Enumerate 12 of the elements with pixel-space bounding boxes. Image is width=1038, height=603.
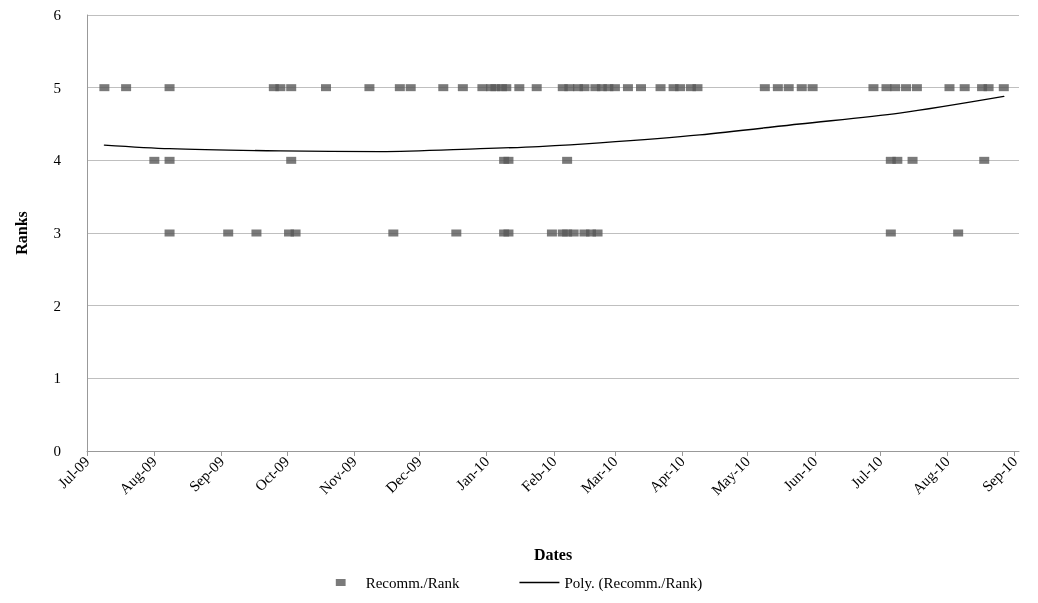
y-tick-label: 1	[53, 370, 61, 387]
legend-label: Poly. (Recomm./Rank)	[564, 574, 703, 592]
line-series	[103, 95, 1005, 153]
y-tick-label: 3	[53, 225, 61, 241]
y-tick-label: 2	[53, 297, 61, 314]
y-tick-label: 6	[53, 7, 62, 23]
y-tick-label: 0	[53, 443, 61, 459]
legend-label: Recomm./Rank	[365, 574, 460, 591]
y-axis-title: Ranks	[12, 211, 30, 255]
y-tick-label: 4	[53, 152, 62, 169]
x-axis-title: Dates	[533, 545, 573, 563]
y-tick-label: 5	[53, 79, 61, 96]
